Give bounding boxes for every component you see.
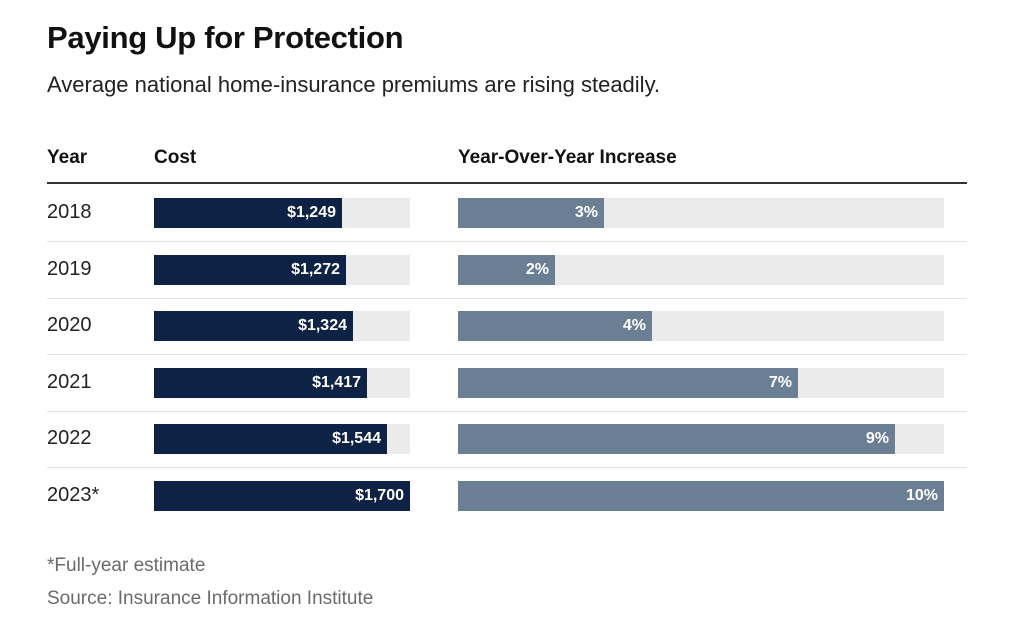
yoy-track: 2% <box>458 255 944 285</box>
cost-bar: $1,700 <box>154 481 410 511</box>
yoy-bar: 10% <box>458 481 944 511</box>
yoy-value-label: 3% <box>574 204 598 221</box>
row-separator <box>47 411 967 412</box>
header-rule <box>47 182 967 184</box>
column-header-yoy: Year-Over-Year Increase <box>458 147 677 168</box>
footnote: *Full-year estimate <box>47 555 206 576</box>
cost-track: $1,700 <box>154 481 410 511</box>
yoy-track: 9% <box>458 424 944 454</box>
yoy-bar: 7% <box>458 368 798 398</box>
yoy-track: 10% <box>458 481 944 511</box>
cost-value-label: $1,324 <box>298 317 347 334</box>
cost-value-label: $1,544 <box>332 430 381 447</box>
yoy-track: 4% <box>458 311 944 341</box>
cost-bar: $1,272 <box>154 255 346 285</box>
yoy-track: 3% <box>458 198 944 228</box>
source-note: Source: Insurance Information Institute <box>47 588 374 609</box>
year-label: 2019 <box>47 258 92 280</box>
yoy-value-label: 10% <box>905 487 938 504</box>
yoy-value-label: 7% <box>768 374 792 391</box>
cost-bar: $1,249 <box>154 198 342 228</box>
cost-track: $1,272 <box>154 255 410 285</box>
yoy-value-label: 9% <box>865 430 889 447</box>
cost-track: $1,544 <box>154 424 410 454</box>
year-label: 2021 <box>47 371 92 393</box>
cost-bar: $1,324 <box>154 311 353 341</box>
cost-track: $1,417 <box>154 368 410 398</box>
chart-subtitle: Average national home-insurance premiums… <box>47 72 661 97</box>
cost-value-label: $1,417 <box>312 374 361 391</box>
cost-bar: $1,544 <box>154 424 387 454</box>
row-separator <box>47 354 967 355</box>
yoy-bar: 9% <box>458 424 895 454</box>
yoy-value-label: 4% <box>622 317 646 334</box>
yoy-bar: 2% <box>458 255 555 285</box>
column-header-cost: Cost <box>154 147 197 168</box>
yoy-bar: 4% <box>458 311 652 341</box>
cost-value-label: $1,249 <box>287 204 336 221</box>
cost-bar: $1,417 <box>154 368 367 398</box>
cost-value-label: $1,272 <box>291 261 340 278</box>
cost-track: $1,324 <box>154 311 410 341</box>
year-label: 2020 <box>47 314 92 336</box>
row-separator <box>47 467 967 468</box>
yoy-value-label: 2% <box>525 261 549 278</box>
yoy-track: 7% <box>458 368 944 398</box>
row-separator <box>47 298 967 299</box>
yoy-bar: 3% <box>458 198 604 228</box>
cost-track: $1,249 <box>154 198 410 228</box>
year-label: 2022 <box>47 427 92 449</box>
year-label: 2018 <box>47 201 92 223</box>
column-header-year: Year <box>47 147 88 168</box>
year-label: 2023* <box>47 484 100 506</box>
row-separator <box>47 241 967 242</box>
cost-value-label: $1,700 <box>355 487 404 504</box>
chart-title: Paying Up for Protection <box>47 20 404 55</box>
